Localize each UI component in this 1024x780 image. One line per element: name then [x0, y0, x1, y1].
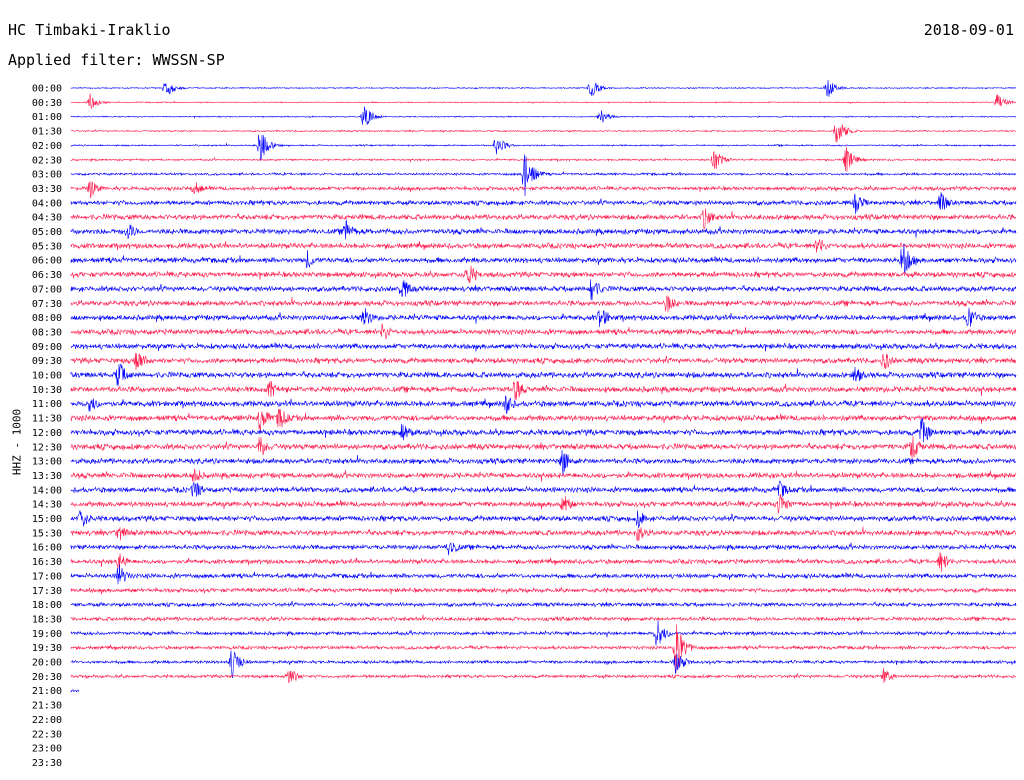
trace-row	[70, 238, 1017, 253]
time-tick-label: 12:30	[32, 442, 62, 453]
trace-row	[70, 265, 1017, 284]
time-tick-label: 23:30	[32, 758, 62, 769]
time-tick-label: 17:00	[32, 571, 62, 582]
record-date: 2018-09-01	[923, 21, 1014, 39]
time-tick-label: 16:30	[32, 557, 62, 568]
time-tick-label: 19:00	[32, 629, 62, 640]
trace-row	[70, 323, 1017, 340]
time-tick-label: 12:00	[32, 428, 62, 439]
trace-row	[70, 93, 1017, 110]
trace-row	[70, 493, 1017, 514]
trace-row	[70, 342, 1017, 352]
time-tick-label: 01:30	[32, 127, 62, 138]
time-tick-label: 14:00	[32, 485, 62, 496]
time-tick-label: 13:00	[32, 457, 62, 468]
time-tick-label: 04:30	[32, 213, 62, 224]
time-tick-label: 15:00	[32, 514, 62, 525]
time-tick-label: 03:30	[32, 184, 62, 195]
trace-row	[70, 542, 1017, 556]
trace-row	[70, 667, 1017, 684]
time-tick-label: 20:30	[32, 672, 62, 683]
trace-row	[70, 650, 1017, 679]
time-tick-label: 22:00	[32, 715, 62, 726]
filter-label: Applied filter: WWSSN-SP	[8, 51, 225, 69]
trace-row	[70, 449, 1017, 476]
trace-row	[70, 480, 1017, 497]
trace-row	[70, 418, 1017, 443]
trace-row	[70, 352, 1017, 371]
time-tick-label: 04:00	[32, 198, 62, 209]
time-tick-label: 09:00	[32, 342, 62, 353]
trace-row	[70, 154, 1017, 197]
trace-row	[70, 134, 1016, 162]
time-tick-label: 05:00	[32, 227, 62, 238]
time-tick-label: 19:30	[32, 643, 62, 654]
trace-row	[70, 363, 1017, 387]
trace-row	[70, 552, 1017, 573]
time-tick-label: 10:30	[32, 385, 62, 396]
trace-row	[70, 279, 1017, 301]
time-tick-label: 02:30	[32, 155, 62, 166]
trace-row	[70, 620, 1017, 646]
time-tick-label: 08:00	[32, 313, 62, 324]
time-tick-label: 21:00	[32, 686, 62, 697]
time-tick-label: 05:30	[32, 241, 62, 252]
time-tick-label: 20:00	[32, 658, 62, 669]
trace-row	[70, 614, 1017, 623]
trace-row	[70, 243, 1017, 274]
time-tick-label: 07:00	[32, 284, 62, 295]
trace-row	[70, 510, 1017, 529]
trace-row	[70, 192, 1017, 215]
trace-row	[70, 586, 1017, 595]
time-tick-label: 18:30	[32, 614, 62, 625]
station-title: HC Timbaki-Iraklio	[8, 21, 171, 39]
time-tick-label: 01:00	[32, 112, 62, 123]
trace-row	[70, 181, 1017, 199]
trace-row	[70, 219, 1017, 240]
time-tick-label: 00:00	[32, 84, 62, 95]
time-tick-label: 06:00	[32, 256, 62, 267]
time-tick-label: 07:30	[32, 299, 62, 310]
time-tick-labels: 00:00 00:30 01:00 01:30 02:00 02:30 03:00 03:30…	[32, 84, 62, 769]
trace-row	[70, 436, 1017, 460]
trace-row	[70, 146, 1017, 172]
time-tick-label: 21:30	[32, 701, 62, 712]
trace-row	[70, 688, 80, 693]
time-tick-label: 15:30	[32, 528, 62, 539]
time-tick-label: 14:30	[32, 500, 62, 511]
time-tick-label: 02:00	[32, 141, 62, 152]
time-tick-label: 09:30	[32, 356, 62, 367]
time-tick-label: 17:30	[32, 586, 62, 597]
trace-row	[70, 106, 1017, 125]
trace-row	[70, 526, 1017, 542]
trace-row	[70, 408, 1017, 433]
trace-row	[70, 307, 1017, 328]
trace-rows	[70, 79, 1017, 693]
time-tick-label: 16:00	[32, 543, 62, 554]
time-tick-label: 13:30	[32, 471, 62, 482]
trace-row	[70, 380, 1017, 401]
time-tick-label: 06:30	[32, 270, 62, 281]
time-tick-label: 03:00	[32, 170, 62, 181]
trace-row	[70, 124, 1017, 143]
time-tick-label: 08:30	[32, 327, 62, 338]
time-tick-label: 18:00	[32, 600, 62, 611]
trace-row	[70, 395, 1017, 414]
trace-row	[70, 295, 1017, 313]
time-tick-label: 23:00	[32, 744, 62, 755]
time-tick-label: 10:00	[32, 371, 62, 382]
time-tick-label: 22:30	[32, 729, 62, 740]
time-tick-label: 00:30	[32, 98, 62, 109]
time-tick-label: 11:00	[32, 399, 62, 410]
time-tick-label: 11:30	[32, 414, 62, 425]
trace-row	[70, 564, 1017, 585]
trace-row	[70, 208, 1017, 230]
trace-row	[70, 468, 1017, 482]
trace-row	[70, 600, 1017, 608]
trace-row	[70, 624, 1017, 674]
trace-row	[70, 79, 1017, 97]
